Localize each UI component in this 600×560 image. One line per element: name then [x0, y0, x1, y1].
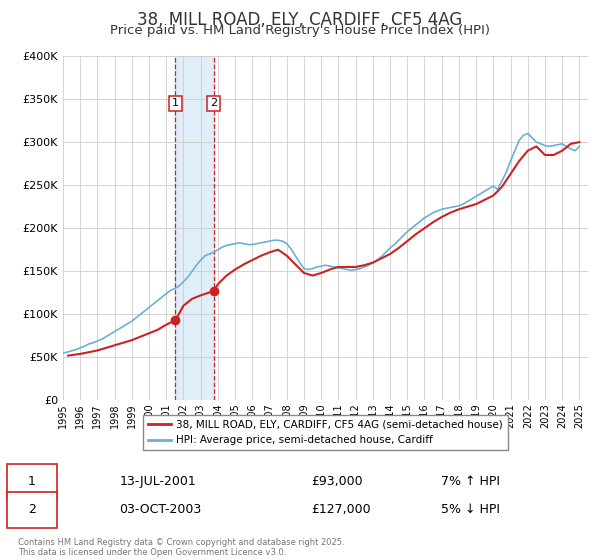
Text: £93,000: £93,000: [311, 475, 363, 488]
Text: £127,000: £127,000: [311, 503, 371, 516]
Text: 1: 1: [28, 475, 36, 488]
Text: Contains HM Land Registry data © Crown copyright and database right 2025.
This d: Contains HM Land Registry data © Crown c…: [18, 538, 344, 557]
Text: 1: 1: [172, 99, 179, 108]
Text: 2: 2: [210, 99, 217, 108]
Text: 03-OCT-2003: 03-OCT-2003: [119, 503, 202, 516]
Text: 5% ↓ HPI: 5% ↓ HPI: [441, 503, 500, 516]
Text: 13-JUL-2001: 13-JUL-2001: [119, 475, 196, 488]
FancyBboxPatch shape: [7, 464, 58, 500]
FancyBboxPatch shape: [7, 492, 58, 528]
Bar: [175, 56, 214, 400]
Text: 7% ↑ HPI: 7% ↑ HPI: [441, 475, 500, 488]
Legend: 38, MILL ROAD, ELY, CARDIFF, CF5 4AG (semi-detached house), HPI: Average price, : 38, MILL ROAD, ELY, CARDIFF, CF5 4AG (se…: [143, 415, 508, 450]
Text: 2: 2: [28, 503, 36, 516]
Text: 38, MILL ROAD, ELY, CARDIFF, CF5 4AG: 38, MILL ROAD, ELY, CARDIFF, CF5 4AG: [137, 11, 463, 29]
Text: Price paid vs. HM Land Registry's House Price Index (HPI): Price paid vs. HM Land Registry's House …: [110, 24, 490, 36]
